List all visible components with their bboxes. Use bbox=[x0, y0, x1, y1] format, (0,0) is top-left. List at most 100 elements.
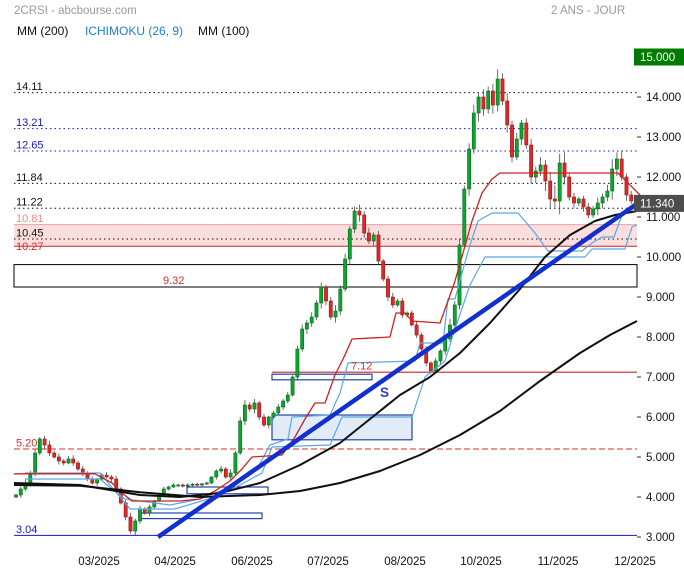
candle bbox=[619, 158, 624, 178]
candle bbox=[219, 468, 224, 472]
ichimoku-senkou-b-line bbox=[25, 224, 638, 510]
y-axis-label: 3.000 bbox=[646, 532, 675, 544]
candle bbox=[133, 520, 138, 532]
candle bbox=[319, 286, 324, 304]
candle bbox=[557, 162, 562, 202]
x-axis-label: 08/2025 bbox=[384, 556, 426, 568]
annotation-box-2[interactable] bbox=[271, 373, 373, 381]
candle bbox=[481, 96, 486, 110]
level-label-10.81: 10.81 bbox=[16, 213, 44, 225]
legend-item-ichimoku[interactable]: ICHIMOKU (26, 9) bbox=[85, 24, 184, 38]
y-axis-label: 8.000 bbox=[646, 332, 675, 344]
candle bbox=[591, 208, 596, 216]
candle-wicks-layer bbox=[15, 69, 637, 535]
x-axis-label: 03/2025 bbox=[78, 556, 120, 568]
candle bbox=[443, 338, 448, 352]
candle bbox=[524, 122, 529, 146]
y-axis-label: 4.000 bbox=[646, 492, 675, 504]
candle bbox=[314, 302, 319, 318]
candle bbox=[381, 260, 386, 280]
candle bbox=[14, 494, 18, 498]
target-price-badge bbox=[634, 48, 684, 66]
candles-layer bbox=[14, 78, 638, 532]
candle bbox=[414, 324, 419, 336]
candle bbox=[42, 438, 47, 446]
candle bbox=[295, 348, 300, 378]
last-price-badge-label: 11.340 bbox=[640, 198, 674, 210]
resistance-band bbox=[14, 224, 637, 247]
candle bbox=[128, 516, 133, 532]
candle bbox=[338, 288, 343, 312]
candle bbox=[33, 452, 38, 474]
y-axis-label: 13.000 bbox=[646, 132, 681, 144]
candle bbox=[419, 334, 424, 350]
candle bbox=[200, 483, 204, 486]
candle bbox=[567, 176, 572, 198]
candle bbox=[471, 112, 476, 150]
candle bbox=[47, 444, 52, 454]
candle bbox=[52, 452, 57, 458]
y-axis-label: 11.000 bbox=[646, 212, 680, 224]
annotation-box-4[interactable] bbox=[139, 512, 263, 520]
level-label-14.11: 14.11 bbox=[16, 81, 43, 93]
candle bbox=[176, 484, 181, 487]
candle bbox=[510, 124, 514, 158]
legend-item-mm100[interactable]: MM (100) bbox=[198, 24, 250, 38]
candle bbox=[457, 244, 462, 306]
candle bbox=[586, 206, 591, 216]
candle bbox=[529, 144, 534, 178]
candle bbox=[538, 164, 543, 172]
candle bbox=[76, 462, 80, 470]
candle bbox=[400, 300, 405, 316]
candle bbox=[28, 472, 33, 484]
last-price-badge bbox=[634, 194, 684, 212]
candle bbox=[281, 400, 286, 408]
candle bbox=[476, 96, 481, 114]
timeframe-label[interactable]: 2 ANS - JOUR bbox=[551, 5, 626, 17]
candle bbox=[495, 78, 500, 106]
candle bbox=[581, 198, 586, 208]
candle bbox=[333, 310, 338, 318]
trendline[interactable] bbox=[156, 199, 643, 539]
candle bbox=[629, 194, 634, 202]
level-label-3.04: 3.04 bbox=[16, 524, 37, 536]
candle bbox=[562, 162, 567, 178]
target-price-badge-label: 15.000 bbox=[640, 52, 675, 64]
candle bbox=[343, 258, 348, 290]
mm200-line bbox=[13, 320, 638, 498]
candle bbox=[204, 482, 209, 485]
x-axis-label: 12/2025 bbox=[614, 556, 656, 568]
candle bbox=[624, 176, 629, 196]
y-axis-label: 7.000 bbox=[646, 372, 675, 384]
legend-item-mm200[interactable]: MM (200) bbox=[17, 24, 69, 38]
candle bbox=[490, 90, 495, 106]
candle bbox=[552, 198, 557, 202]
candle bbox=[228, 472, 233, 478]
candle bbox=[262, 416, 266, 426]
candle bbox=[467, 148, 472, 190]
candle bbox=[238, 420, 243, 454]
candle bbox=[614, 158, 619, 170]
candle bbox=[104, 474, 109, 478]
candle bbox=[376, 234, 381, 262]
candle bbox=[285, 394, 290, 402]
candle bbox=[195, 483, 200, 486]
candle bbox=[271, 412, 276, 418]
candle bbox=[304, 322, 309, 330]
candle bbox=[438, 350, 443, 362]
candle bbox=[371, 234, 376, 242]
x-axis-label: 04/2025 bbox=[154, 556, 196, 568]
candle bbox=[605, 190, 610, 198]
level-label-10.27: 10.27 bbox=[16, 241, 44, 253]
annotation-box-1[interactable] bbox=[271, 414, 413, 441]
candle bbox=[247, 404, 252, 410]
candle bbox=[252, 402, 257, 410]
candle bbox=[395, 300, 400, 306]
candle bbox=[233, 452, 238, 474]
x-axis-label: 11/2025 bbox=[538, 556, 579, 568]
candle bbox=[366, 232, 371, 242]
candle bbox=[257, 402, 262, 418]
candle bbox=[519, 122, 524, 140]
